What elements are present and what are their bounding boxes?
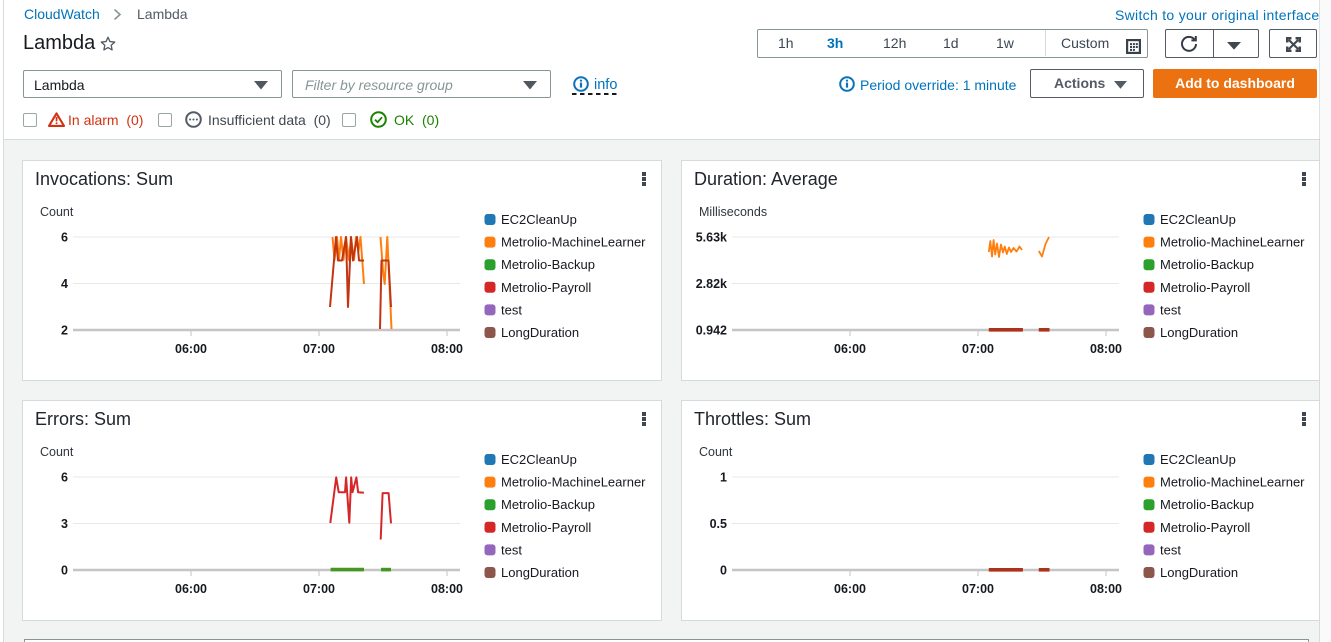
svg-text:test: test <box>501 302 522 317</box>
svg-text:Metrolio-Backup: Metrolio-Backup <box>1160 497 1254 512</box>
svg-text:Count: Count <box>40 445 74 459</box>
svg-text:Metrolio-Payroll: Metrolio-Payroll <box>1160 280 1250 295</box>
svg-text:2: 2 <box>61 324 68 338</box>
svg-text:test: test <box>501 542 522 557</box>
svg-text:06:00: 06:00 <box>175 582 207 596</box>
svg-text:08:00: 08:00 <box>431 342 463 356</box>
svg-text:EC2CleanUp: EC2CleanUp <box>501 212 577 227</box>
svg-text:test: test <box>1160 542 1181 557</box>
svg-text:6: 6 <box>61 231 68 245</box>
svg-text:Metrolio-MachineLearner: Metrolio-MachineLearner <box>501 235 646 250</box>
svg-text:08:00: 08:00 <box>1090 342 1122 356</box>
svg-text:06:00: 06:00 <box>175 342 207 356</box>
svg-text:07:00: 07:00 <box>303 582 335 596</box>
svg-text:test: test <box>1160 302 1181 317</box>
svg-text:Metrolio-MachineLearner: Metrolio-MachineLearner <box>1160 235 1305 250</box>
svg-text:0: 0 <box>61 564 68 578</box>
svg-text:LongDuration: LongDuration <box>1160 325 1238 340</box>
svg-text:0.5: 0.5 <box>710 517 727 531</box>
svg-text:5.63k: 5.63k <box>696 231 727 245</box>
svg-text:Count: Count <box>699 445 733 459</box>
svg-text:08:00: 08:00 <box>1090 582 1122 596</box>
svg-text:Metrolio-Backup: Metrolio-Backup <box>1160 257 1254 272</box>
svg-text:Metrolio-Payroll: Metrolio-Payroll <box>501 520 591 535</box>
svg-text:4: 4 <box>61 277 68 291</box>
svg-text:Milliseconds: Milliseconds <box>699 205 767 219</box>
svg-text:Metrolio-Payroll: Metrolio-Payroll <box>1160 520 1250 535</box>
svg-text:3: 3 <box>61 517 68 531</box>
svg-text:Metrolio-MachineLearner: Metrolio-MachineLearner <box>1160 475 1305 490</box>
svg-text:LongDuration: LongDuration <box>501 325 579 340</box>
svg-text:Metrolio-Backup: Metrolio-Backup <box>501 497 595 512</box>
svg-text:1: 1 <box>720 471 727 485</box>
svg-text:Metrolio-MachineLearner: Metrolio-MachineLearner <box>501 475 646 490</box>
svg-text:07:00: 07:00 <box>303 342 335 356</box>
svg-text:EC2CleanUp: EC2CleanUp <box>1160 452 1236 467</box>
svg-text:EC2CleanUp: EC2CleanUp <box>501 452 577 467</box>
svg-text:6: 6 <box>61 471 68 485</box>
svg-text:06:00: 06:00 <box>834 582 866 596</box>
svg-text:0: 0 <box>720 564 727 578</box>
svg-text:06:00: 06:00 <box>834 342 866 356</box>
svg-text:Count: Count <box>40 205 74 219</box>
svg-text:Metrolio-Backup: Metrolio-Backup <box>501 257 595 272</box>
svg-text:LongDuration: LongDuration <box>1160 565 1238 580</box>
svg-text:0.942: 0.942 <box>696 324 727 338</box>
svg-text:2.82k: 2.82k <box>696 277 727 291</box>
svg-text:08:00: 08:00 <box>431 582 463 596</box>
svg-text:07:00: 07:00 <box>962 342 994 356</box>
svg-text:LongDuration: LongDuration <box>501 565 579 580</box>
svg-text:Metrolio-Payroll: Metrolio-Payroll <box>501 280 591 295</box>
svg-text:EC2CleanUp: EC2CleanUp <box>1160 212 1236 227</box>
svg-text:07:00: 07:00 <box>962 582 994 596</box>
